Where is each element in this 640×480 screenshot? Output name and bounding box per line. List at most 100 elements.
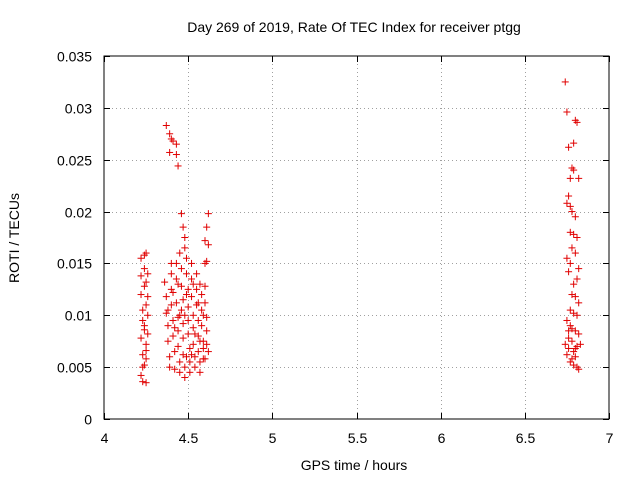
data-point xyxy=(139,306,147,314)
data-point xyxy=(575,299,583,307)
data-point xyxy=(186,358,194,366)
data-point xyxy=(144,293,152,301)
data-point xyxy=(561,340,569,348)
data-point xyxy=(176,311,184,319)
data-point xyxy=(573,118,581,126)
data-point xyxy=(184,330,192,338)
data-point xyxy=(176,249,184,257)
data-point xyxy=(565,143,573,151)
data-point xyxy=(576,340,584,348)
data-point xyxy=(142,249,150,257)
data-point xyxy=(196,280,204,288)
data-point xyxy=(575,174,583,182)
x-tick-label: 6 xyxy=(438,430,446,446)
y-tick-label: 0.03 xyxy=(65,101,92,117)
data-point xyxy=(563,108,571,116)
data-point xyxy=(199,311,207,319)
data-point xyxy=(174,327,182,335)
y-axis-ticks: 0 0.005 0.01 0.015 0.02 0.025 0.03 0.035 xyxy=(57,49,609,428)
data-point xyxy=(204,241,212,249)
data-point xyxy=(169,316,177,324)
y-tick-label: 0.005 xyxy=(57,360,92,376)
data-point xyxy=(573,275,581,283)
data-point xyxy=(198,306,206,314)
data-point xyxy=(188,351,196,359)
data-point xyxy=(193,285,201,293)
data-point xyxy=(570,280,578,288)
data-point xyxy=(563,316,571,324)
data-point xyxy=(144,270,152,278)
data-point xyxy=(140,282,148,290)
data-point xyxy=(196,358,204,366)
data-point xyxy=(189,311,197,319)
data-point xyxy=(198,322,206,330)
data-point xyxy=(198,291,206,299)
data-point xyxy=(188,275,196,283)
data-point xyxy=(201,282,209,290)
data-point xyxy=(174,162,182,170)
data-point xyxy=(179,320,187,328)
data-point xyxy=(162,121,170,129)
data-point xyxy=(164,322,172,330)
data-point xyxy=(166,148,174,156)
data-point xyxy=(573,234,581,241)
data-point xyxy=(199,344,207,352)
data-point xyxy=(571,249,579,257)
data-point xyxy=(137,291,145,299)
data-point xyxy=(184,285,192,293)
plot-frame xyxy=(103,55,610,420)
data-point xyxy=(196,368,204,376)
y-tick-label: 0.01 xyxy=(65,308,92,324)
data-point xyxy=(568,208,576,216)
x-axis-ticks: 4 4.5 5 5.5 6 6.5 7 xyxy=(101,56,614,446)
data-point xyxy=(142,301,150,309)
y-tick-label: 0.025 xyxy=(57,153,92,169)
data-point xyxy=(188,293,196,301)
data-point xyxy=(169,288,177,296)
x-tick-label: 5 xyxy=(269,430,277,446)
data-points xyxy=(137,78,584,387)
data-point xyxy=(137,272,145,280)
data-point xyxy=(172,140,180,148)
data-point xyxy=(203,340,211,348)
data-point xyxy=(137,334,145,342)
data-point xyxy=(186,344,194,352)
data-point xyxy=(142,355,150,363)
chart-title: Day 269 of 2019, Rate Of TEC Index for r… xyxy=(187,19,521,35)
data-point xyxy=(566,202,574,210)
data-point xyxy=(169,332,177,340)
data-point xyxy=(177,210,185,218)
data-point xyxy=(164,306,172,314)
data-point xyxy=(184,316,192,324)
data-point xyxy=(140,361,148,369)
data-point xyxy=(144,311,152,319)
data-point xyxy=(142,278,150,286)
data-point xyxy=(189,324,197,332)
data-point xyxy=(571,213,579,221)
data-point xyxy=(566,322,574,330)
data-point xyxy=(142,347,150,355)
data-point xyxy=(571,327,579,335)
data-point xyxy=(182,254,190,262)
y-tick-label: 0.02 xyxy=(65,205,92,221)
data-point xyxy=(204,348,212,356)
y-tick-label: 0 xyxy=(84,412,92,428)
data-point xyxy=(201,237,209,245)
data-point xyxy=(166,363,174,371)
data-point xyxy=(193,270,201,278)
data-point xyxy=(176,358,184,366)
data-point xyxy=(184,303,192,311)
data-point xyxy=(571,344,579,352)
data-point xyxy=(194,299,202,307)
y-tick-label: 0.015 xyxy=(57,256,92,272)
data-point xyxy=(176,368,184,376)
y-axis-title: ROTI / TECUs xyxy=(6,193,22,283)
data-point xyxy=(179,223,187,231)
data-point xyxy=(191,363,199,371)
data-point xyxy=(161,278,169,286)
y-tick-label: 0.035 xyxy=(57,49,92,65)
data-point xyxy=(167,270,175,278)
data-point xyxy=(177,265,185,273)
data-point xyxy=(140,265,148,273)
data-point xyxy=(568,355,576,363)
